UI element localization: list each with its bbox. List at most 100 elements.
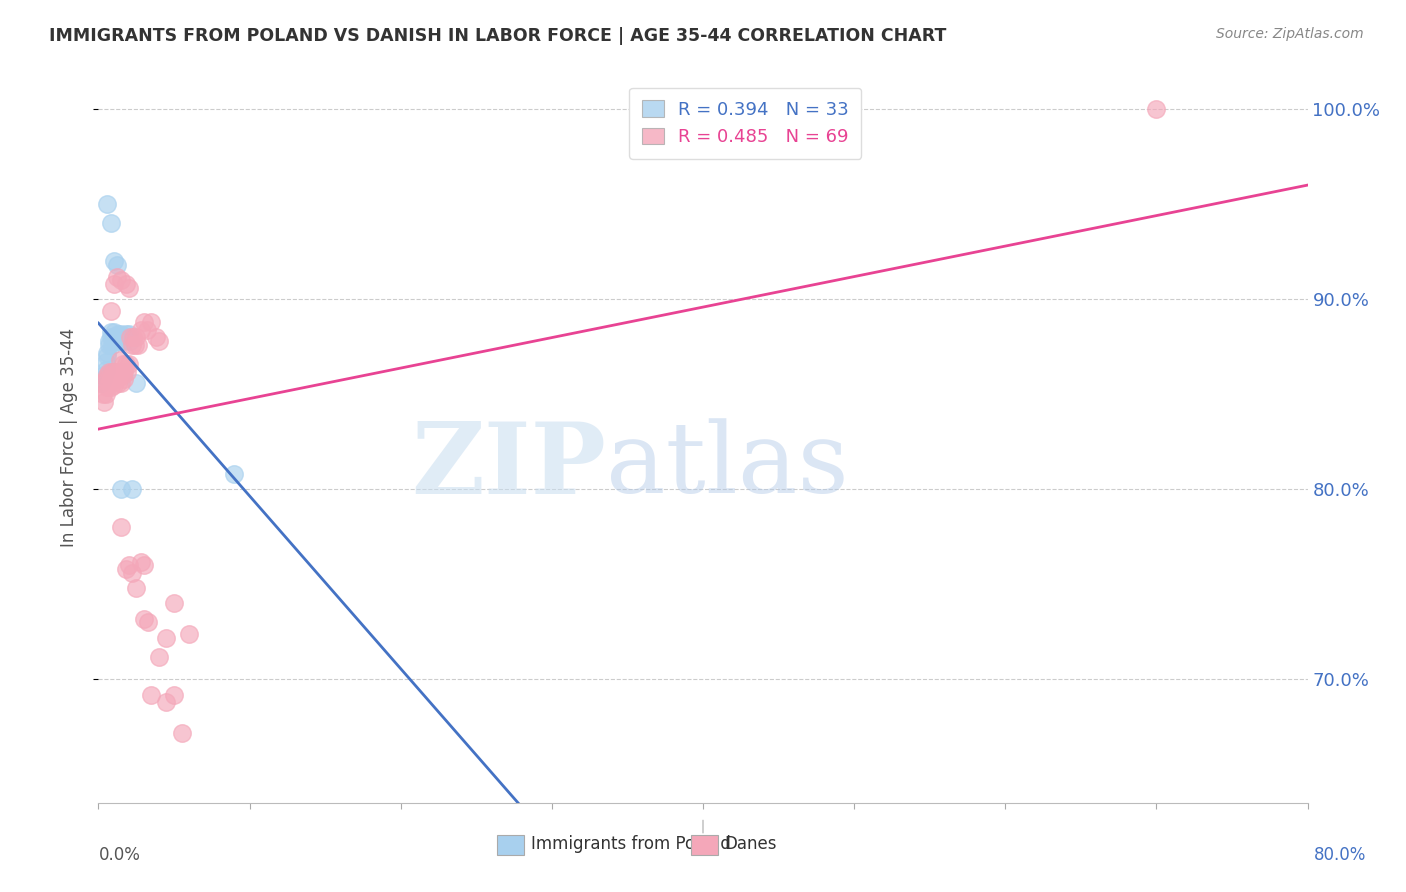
Point xyxy=(132,558,155,573)
Point xyxy=(155,631,177,645)
Point xyxy=(122,330,145,344)
Point xyxy=(155,695,177,709)
Point xyxy=(104,330,127,344)
Point xyxy=(110,368,132,383)
Point xyxy=(103,365,125,379)
Point xyxy=(103,254,125,268)
Point xyxy=(90,376,112,390)
Point xyxy=(107,365,129,379)
Text: 0.0%: 0.0% xyxy=(98,847,141,864)
Point xyxy=(108,353,131,368)
Point xyxy=(94,387,117,401)
Point xyxy=(94,372,117,386)
Bar xyxy=(690,835,717,855)
Point xyxy=(112,372,135,386)
Point xyxy=(132,315,155,329)
Point xyxy=(110,520,132,534)
Point xyxy=(98,334,121,348)
Y-axis label: In Labor Force | Age 35-44: In Labor Force | Age 35-44 xyxy=(59,327,77,547)
Point xyxy=(101,365,124,379)
Point xyxy=(94,355,117,369)
Point xyxy=(148,334,170,348)
Point xyxy=(163,688,186,702)
Point xyxy=(124,338,146,352)
Point xyxy=(98,338,121,352)
Point xyxy=(135,323,157,337)
Point xyxy=(111,368,134,383)
Point xyxy=(105,365,128,379)
Point xyxy=(170,725,193,739)
Point xyxy=(132,611,155,625)
Text: Danes: Danes xyxy=(724,836,778,854)
Point xyxy=(105,372,128,386)
Point xyxy=(114,326,136,341)
Point xyxy=(98,365,121,379)
Point xyxy=(111,330,134,344)
Point xyxy=(103,330,125,344)
Point xyxy=(93,395,115,409)
Point xyxy=(145,330,167,344)
Point xyxy=(107,326,129,341)
Point xyxy=(125,581,148,595)
Point xyxy=(98,376,121,390)
Point xyxy=(121,338,143,352)
Legend: R = 0.394   N = 33, R = 0.485   N = 69: R = 0.394 N = 33, R = 0.485 N = 69 xyxy=(630,87,862,159)
Point xyxy=(114,357,136,371)
Point xyxy=(115,330,138,344)
Point xyxy=(96,368,118,383)
Point xyxy=(105,269,128,284)
Point xyxy=(1144,103,1167,117)
Text: ZIP: ZIP xyxy=(412,417,606,515)
Point xyxy=(105,258,128,272)
Point xyxy=(148,649,170,664)
Point xyxy=(120,334,142,348)
Point xyxy=(118,281,141,295)
Point xyxy=(103,377,125,392)
Text: Immigrants from Poland: Immigrants from Poland xyxy=(531,836,731,854)
Point xyxy=(115,365,138,379)
Point xyxy=(103,277,125,292)
Point xyxy=(127,338,149,352)
Point xyxy=(110,326,132,341)
Point xyxy=(94,362,117,376)
Point xyxy=(96,197,118,211)
Point xyxy=(129,555,152,569)
Point xyxy=(129,323,152,337)
Point xyxy=(100,325,122,339)
Text: Source: ZipAtlas.com: Source: ZipAtlas.com xyxy=(1216,27,1364,41)
Point xyxy=(121,566,143,580)
Point xyxy=(118,326,141,341)
Point xyxy=(110,376,132,390)
Point xyxy=(141,688,163,702)
Point xyxy=(111,357,134,371)
Point xyxy=(110,483,132,497)
Point xyxy=(224,467,246,482)
Point xyxy=(114,562,136,576)
Point xyxy=(100,372,122,386)
Point xyxy=(114,277,136,292)
Point xyxy=(105,334,128,348)
Point xyxy=(125,376,148,390)
Point xyxy=(108,334,131,348)
Point xyxy=(110,273,132,287)
Text: atlas: atlas xyxy=(606,418,849,514)
Point xyxy=(100,380,122,394)
Point xyxy=(179,626,201,640)
Point xyxy=(91,372,114,386)
Point xyxy=(96,345,118,359)
Point xyxy=(118,357,141,371)
Point xyxy=(108,368,131,383)
Text: 80.0%: 80.0% xyxy=(1313,847,1367,864)
Point xyxy=(96,380,118,394)
Point xyxy=(96,349,118,363)
Point xyxy=(91,387,114,401)
Point xyxy=(112,365,135,379)
Point xyxy=(163,596,186,610)
Point xyxy=(104,372,127,386)
Point xyxy=(101,338,124,352)
Point xyxy=(136,615,159,630)
Point xyxy=(93,368,115,383)
Point xyxy=(100,330,122,344)
Point xyxy=(118,558,141,573)
Point xyxy=(107,376,129,390)
